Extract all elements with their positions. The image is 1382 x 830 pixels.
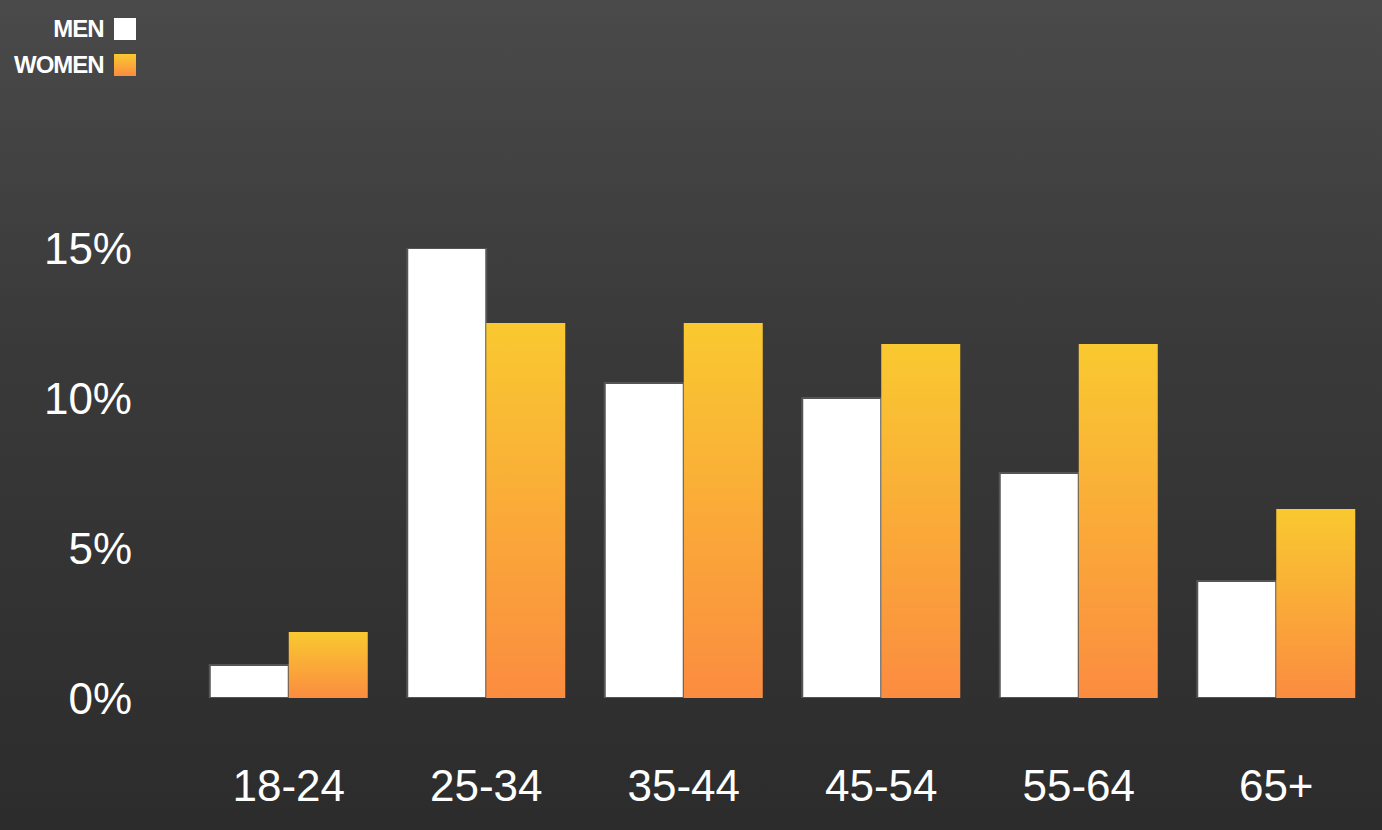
svg-text:18-24: 18-24 bbox=[232, 761, 345, 810]
svg-text:55-64: 55-64 bbox=[1022, 761, 1135, 810]
svg-text:65+: 65+ bbox=[1239, 761, 1314, 810]
html-text:MEN: MEN bbox=[53, 15, 104, 42]
html-text:WOMEN: WOMEN bbox=[14, 51, 104, 78]
svg-text:5%: 5% bbox=[68, 524, 132, 573]
svg-text:45-54: 45-54 bbox=[825, 761, 938, 810]
svg-text:15%: 15% bbox=[44, 224, 132, 273]
svg-text:10%: 10% bbox=[44, 374, 132, 423]
svg-text:35-44: 35-44 bbox=[627, 761, 740, 810]
svg-text:25-34: 25-34 bbox=[430, 761, 543, 810]
svg-text:0%: 0% bbox=[68, 674, 132, 723]
